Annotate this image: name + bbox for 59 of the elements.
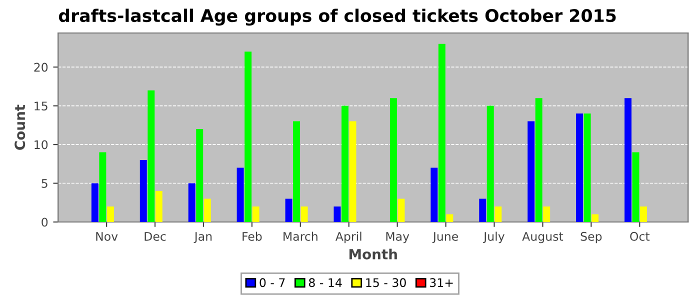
legend-label: 31+ bbox=[430, 278, 453, 288]
bar bbox=[390, 98, 397, 222]
bar bbox=[632, 152, 640, 222]
bar bbox=[349, 121, 356, 222]
bar bbox=[576, 114, 584, 222]
x-tick-label: June bbox=[432, 232, 458, 244]
bar bbox=[592, 214, 599, 222]
y-tick-label: 15 bbox=[34, 102, 48, 110]
x-tick-label: Feb bbox=[242, 232, 262, 241]
x-tick-label: Nov bbox=[96, 232, 118, 241]
legend-label: 8 - 14 bbox=[308, 278, 342, 288]
bar bbox=[398, 198, 405, 222]
x-tick-label: July bbox=[483, 232, 505, 244]
y-tick-label: 10 bbox=[34, 140, 48, 150]
x-tick-label: August bbox=[522, 232, 564, 244]
bar bbox=[528, 121, 535, 222]
x-tick-label: May bbox=[386, 232, 410, 244]
bar bbox=[91, 183, 98, 222]
x-tick-label: Jan bbox=[194, 232, 212, 244]
bar bbox=[300, 206, 308, 222]
bar bbox=[106, 206, 114, 222]
y-tick-label: 0 bbox=[42, 218, 48, 227]
bar bbox=[148, 90, 155, 222]
x-tick-label: Oct bbox=[630, 232, 650, 241]
bar bbox=[204, 198, 211, 222]
bar bbox=[196, 129, 204, 222]
y-axis-title: Count bbox=[14, 104, 26, 150]
bar bbox=[446, 214, 454, 222]
bar bbox=[334, 206, 341, 222]
bar bbox=[236, 168, 244, 222]
bar bbox=[155, 191, 162, 222]
bar bbox=[543, 206, 550, 222]
y-tick-label: 5 bbox=[42, 179, 48, 188]
bar bbox=[624, 98, 632, 222]
bar bbox=[430, 168, 438, 222]
x-axis-title: Month bbox=[349, 248, 397, 260]
bar bbox=[438, 44, 446, 222]
x-tick-label: Sep bbox=[580, 232, 602, 244]
bar bbox=[285, 198, 292, 222]
bar bbox=[99, 152, 106, 222]
bar bbox=[293, 121, 300, 222]
bar bbox=[342, 106, 348, 222]
chart-title: drafts-lastcall Age groups of closed tickets October 2015 bbox=[58, 8, 616, 26]
bar bbox=[479, 198, 486, 222]
bar bbox=[494, 206, 502, 222]
bar bbox=[640, 206, 648, 222]
y-tick-label: 20 bbox=[34, 62, 48, 72]
legend-label: 15 - 30 bbox=[366, 278, 406, 288]
legend-label: 0 - 7 bbox=[260, 278, 285, 288]
bar bbox=[486, 106, 494, 222]
bar bbox=[140, 160, 147, 222]
bar bbox=[535, 98, 542, 222]
bar bbox=[584, 114, 591, 222]
x-tick-label: Dec bbox=[144, 232, 166, 241]
x-tick-label: April bbox=[335, 232, 362, 244]
bar bbox=[188, 183, 196, 222]
bar bbox=[244, 52, 252, 222]
x-tick-label: March bbox=[284, 232, 318, 241]
bar bbox=[252, 206, 260, 222]
